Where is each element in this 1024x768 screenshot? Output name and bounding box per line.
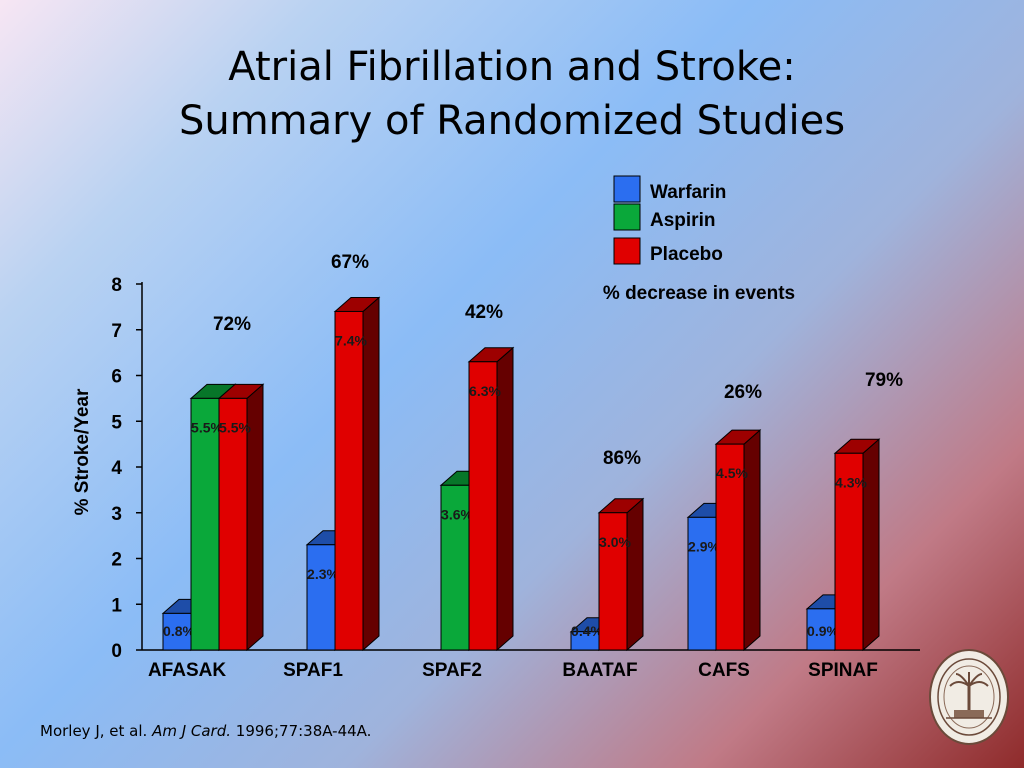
decrease-label-SPINAF: 79%: [865, 370, 903, 391]
y-tick-label-7: 7: [111, 321, 122, 342]
bar-AFASAK-Aspirin: [190, 397, 220, 651]
title-line-2: Summary of Randomized Studies: [178, 98, 846, 144]
decrease-label-CAFS: 26%: [724, 382, 762, 403]
x-tick-label-CAFS: CAFS: [698, 660, 750, 681]
data-label-CAFS-Placebo: 4.5%: [716, 465, 748, 481]
bar-SPAF2-Placebo: [468, 361, 498, 651]
bar-BAATAF-Placebo: [598, 512, 628, 651]
title-line-1: Atrial Fibrillation and Stroke:: [228, 44, 796, 90]
data-label-CAFS-Warfarin: 2.9%: [688, 538, 720, 554]
data-label-AFASAK-Aspirin: 5.5%: [191, 419, 223, 435]
data-label-SPAF1-Placebo: 7.4%: [335, 332, 367, 348]
bar-SPAF1-Warfarin: [306, 544, 336, 651]
x-tick-label-SPINAF: SPINAF: [808, 660, 878, 681]
citation-details: 1996;77:38A-44A.: [231, 722, 372, 740]
data-label-SPAF2-Aspirin: 3.6%: [441, 506, 473, 522]
y-tick-label-5: 5: [111, 412, 122, 433]
bar-side-SPINAF-Placebo: [862, 438, 880, 652]
y-tick-label-0: 0: [111, 641, 122, 662]
data-label-BAATAF-Placebo: 3.0%: [599, 534, 631, 550]
slide-title: Atrial Fibrillation and Stroke: Summary …: [0, 40, 1024, 148]
legend-note: % decrease in events: [603, 283, 795, 304]
bar-SPINAF-Placebo: [834, 452, 864, 651]
data-label-SPINAF-Placebo: 4.3%: [835, 474, 867, 490]
bar-CAFS-Placebo: [715, 443, 745, 651]
y-tick-label-1: 1: [111, 595, 122, 616]
bar-side-SPAF1-Placebo: [362, 296, 380, 652]
data-label-SPAF2-Placebo: 6.3%: [469, 383, 501, 399]
y-tick-label-4: 4: [111, 458, 122, 479]
decrease-label-SPAF2: 42%: [465, 302, 503, 323]
legend-swatch-warfarin: [613, 175, 641, 203]
legend-label-placebo: Placebo: [650, 244, 723, 265]
decrease-label-AFASAK: 72%: [213, 314, 251, 335]
y-tick-label-2: 2: [111, 550, 122, 571]
data-label-AFASAK-Placebo: 5.5%: [219, 419, 251, 435]
data-label-BAATAF-Warfarin: 0.4%: [571, 623, 603, 639]
citation-journal: Am J Card.: [152, 722, 232, 740]
bar-side-BAATAF-Placebo: [626, 497, 644, 652]
x-tick-label-SPAF1: SPAF1: [283, 660, 343, 681]
y-tick-label-3: 3: [111, 504, 122, 525]
decrease-label-BAATAF: 86%: [603, 448, 641, 469]
y-tick-label-6: 6: [111, 367, 122, 388]
citation: Morley J, et al. Am J Card. 1996;77:38A-…: [40, 722, 371, 740]
university-seal-logo: [928, 648, 1010, 746]
seal-icon: [929, 649, 1009, 745]
decrease-label-SPAF1: 67%: [331, 252, 369, 273]
citation-authors: Morley J, et al.: [40, 722, 153, 740]
bar-AFASAK-Warfarin: [162, 612, 192, 651]
x-tick-label-SPAF2: SPAF2: [422, 660, 482, 681]
bar-side-CAFS-Placebo: [743, 429, 761, 652]
bar-CAFS-Warfarin: [687, 516, 717, 651]
x-tick-label-BAATAF: BAATAF: [562, 660, 637, 681]
legend-swatch-aspirin: [613, 203, 641, 231]
bar-SPAF2-Aspirin: [440, 484, 470, 651]
legend-label-warfarin: Warfarin: [650, 182, 726, 203]
y-tick-label-8: 8: [111, 275, 122, 296]
y-axis-label: % Stroke/Year: [72, 388, 93, 515]
data-label-SPINAF-Warfarin: 0.9%: [807, 623, 839, 639]
x-tick-label-AFASAK: AFASAK: [148, 660, 226, 681]
data-label-AFASAK-Warfarin: 0.8%: [163, 623, 195, 639]
data-label-SPAF1-Warfarin: 2.3%: [307, 566, 339, 582]
bar-SPAF1-Placebo: [334, 310, 364, 651]
legend-swatch-placebo: [613, 237, 641, 265]
bar-AFASAK-Placebo: [218, 397, 248, 651]
legend-label-aspirin: Aspirin: [650, 210, 715, 231]
